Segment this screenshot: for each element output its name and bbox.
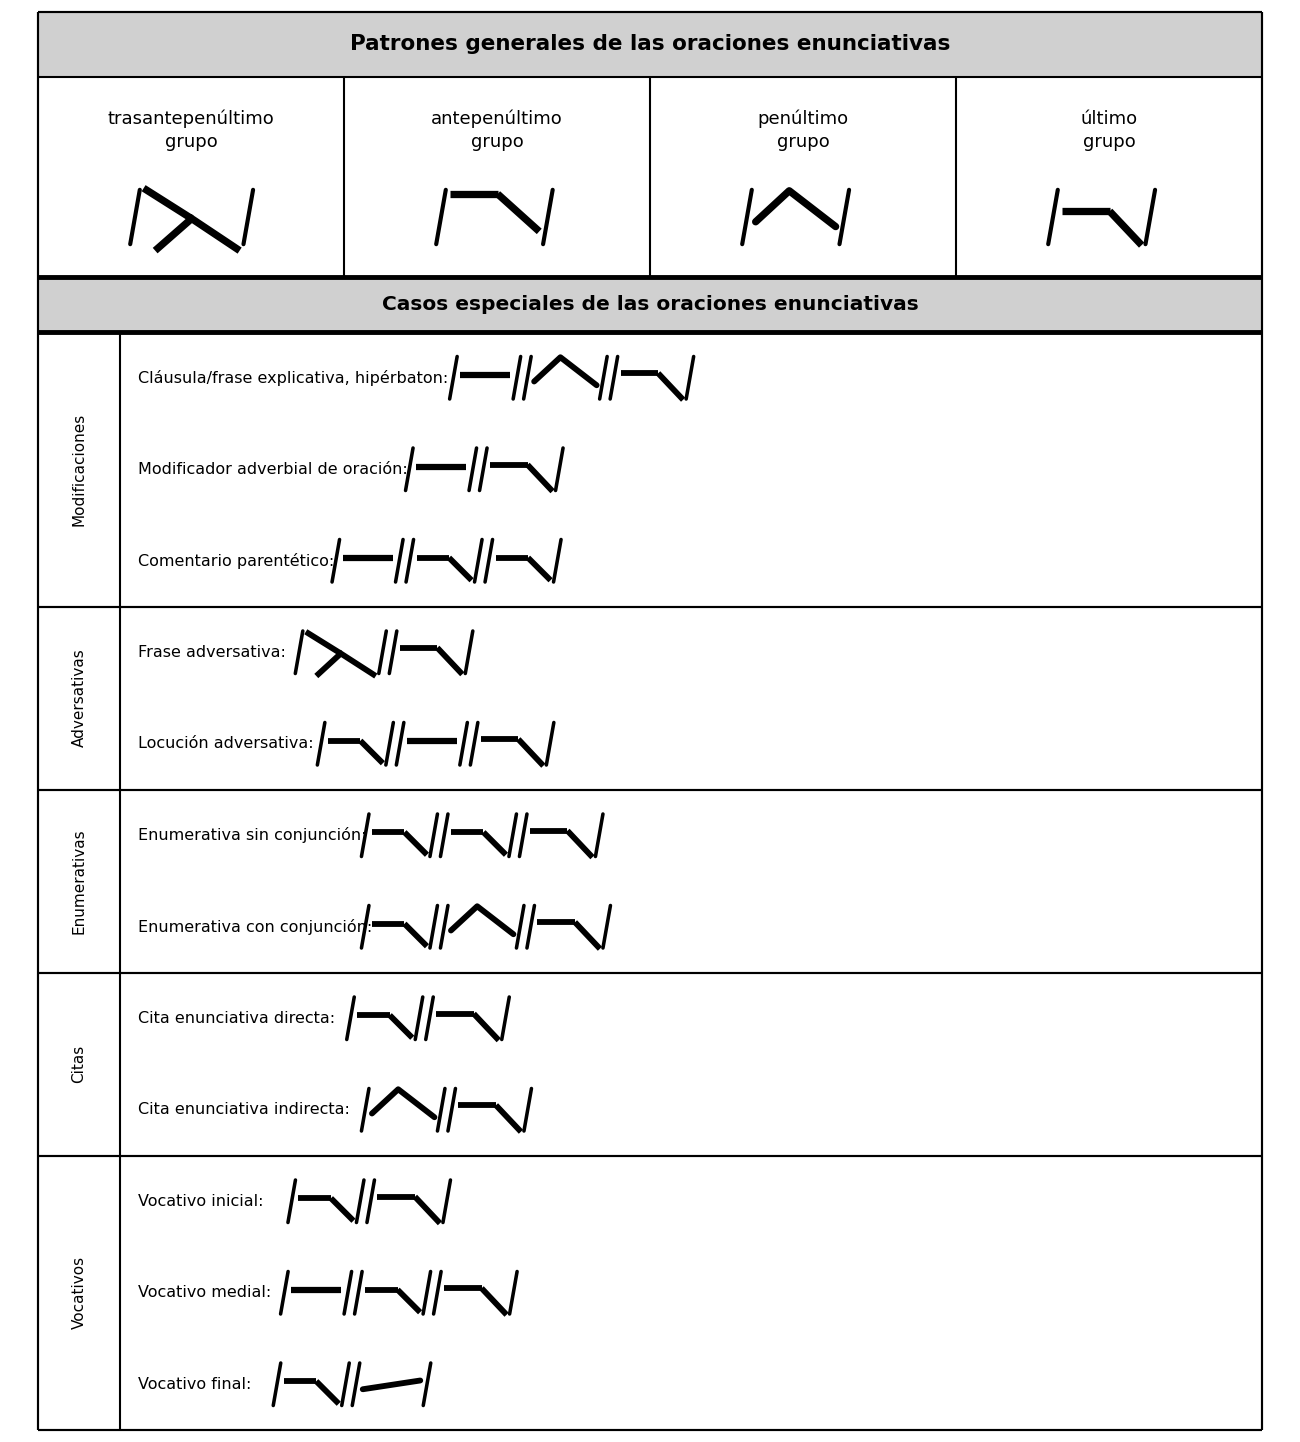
Text: Cláusula/frase explicativa, hipérbaton:: Cláusula/frase explicativa, hipérbaton: xyxy=(138,369,448,386)
Text: Vocativos: Vocativos xyxy=(72,1256,87,1330)
Text: Cita enunciativa indirecta:: Cita enunciativa indirecta: xyxy=(138,1102,350,1118)
Text: Modificador adverbial de oración:: Modificador adverbial de oración: xyxy=(138,461,408,477)
Text: Vocativo inicial:: Vocativo inicial: xyxy=(138,1194,264,1208)
Text: Adversativas: Adversativas xyxy=(72,649,87,747)
Text: antepenúltimo: antepenúltimo xyxy=(432,110,563,128)
Text: grupo: grupo xyxy=(165,133,217,151)
Text: Enumerativas: Enumerativas xyxy=(72,828,87,934)
Text: último: último xyxy=(1080,110,1138,128)
Text: Modificaciones: Modificaciones xyxy=(72,412,87,526)
Bar xyxy=(38,277,1262,332)
Text: grupo: grupo xyxy=(471,133,524,151)
Text: grupo: grupo xyxy=(776,133,829,151)
Text: Vocativo final:: Vocativo final: xyxy=(138,1377,251,1392)
Text: Enumerativa con conjunción:: Enumerativa con conjunción: xyxy=(138,919,372,934)
Text: grupo: grupo xyxy=(1083,133,1135,151)
Text: Patrones generales de las oraciones enunciativas: Patrones generales de las oraciones enun… xyxy=(350,35,950,55)
Text: Cita enunciativa directa:: Cita enunciativa directa: xyxy=(138,1011,335,1025)
Text: Locución adversativa:: Locución adversativa: xyxy=(138,737,313,751)
Text: Enumerativa sin conjunción:: Enumerativa sin conjunción: xyxy=(138,828,367,844)
Text: Citas: Citas xyxy=(72,1045,87,1083)
Text: Comentario parentético:: Comentario parentético: xyxy=(138,552,334,568)
Text: Casos especiales de las oraciones enunciativas: Casos especiales de las oraciones enunci… xyxy=(382,296,918,314)
Text: penúltimo: penúltimo xyxy=(758,110,849,128)
Text: Frase adversativa:: Frase adversativa: xyxy=(138,645,286,660)
Bar xyxy=(38,12,1262,76)
Text: Vocativo medial:: Vocativo medial: xyxy=(138,1285,272,1301)
Text: trasantepenúltimo: trasantepenúltimo xyxy=(108,110,274,128)
